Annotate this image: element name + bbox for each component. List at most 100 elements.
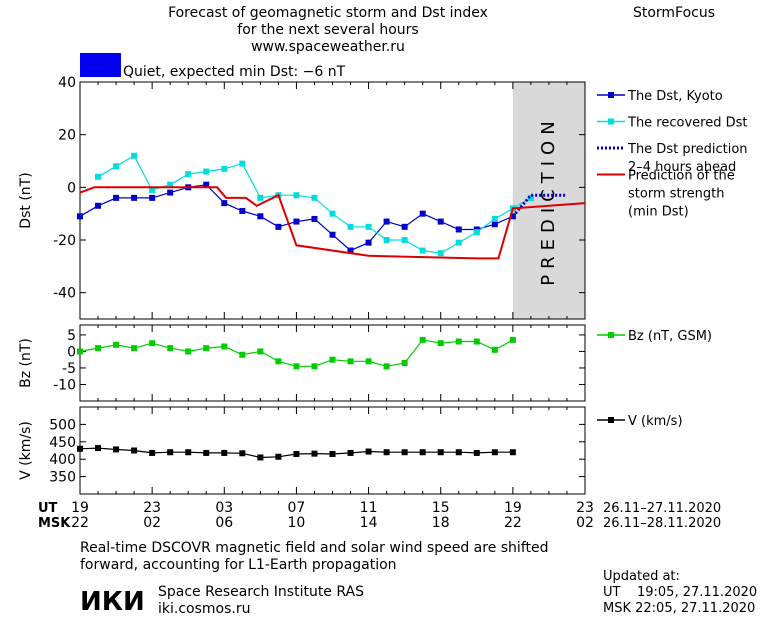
footnote-line1: Real-time DSCOVR magnetic field and sola… (80, 540, 549, 556)
data-point-bz-0 (239, 351, 246, 358)
data-point-v-0 (167, 449, 174, 456)
dst-panel: PREDICTION (79, 81, 586, 320)
data-point-dst-1 (95, 173, 102, 180)
data-point-dst-0 (455, 226, 462, 233)
data-point-bz-0 (329, 356, 336, 363)
data-point-bz-0 (203, 345, 210, 352)
data-point-dst-0 (95, 202, 102, 209)
data-point-dst-1 (311, 194, 318, 201)
data-point-bz-0 (131, 345, 138, 352)
status-text: Quiet, expected min Dst: −6 nT (123, 64, 346, 80)
data-point-v-0 (509, 449, 516, 456)
series-line-dst-2 (511, 193, 567, 218)
data-point-dst-1 (473, 229, 480, 236)
data-point-dst-1 (257, 194, 264, 201)
data-point-v-0 (311, 450, 318, 457)
data-point-bz-0 (95, 345, 102, 352)
data-point-dst-0 (149, 194, 156, 201)
v-plot-frame (79, 406, 586, 495)
data-point-dst-1 (293, 192, 300, 199)
data-point-bz-0 (311, 363, 318, 370)
legend-label-bz-0: Bz (nT, GSM) (628, 329, 712, 344)
data-point-v-0 (455, 449, 462, 456)
institute-name: Space Research Institute RAS (158, 584, 364, 600)
ut-axis-label: UT (38, 501, 58, 516)
data-point-bz-0 (257, 348, 264, 355)
ut-tick-label: 23 (143, 500, 161, 516)
data-point-dst-1 (365, 223, 372, 230)
data-point-dst-0 (77, 213, 83, 220)
legend-label-dst-3: storm strength (628, 187, 725, 202)
data-point-dst-1 (185, 171, 192, 178)
chart-title-line2: for the next several hours (237, 22, 418, 38)
ut-tick-label: 15 (432, 500, 450, 516)
data-point-dst-0 (167, 189, 174, 196)
data-point-bz-0 (221, 343, 228, 350)
series-line-dst-1 (97, 154, 532, 254)
data-point-bz-0 (347, 358, 354, 365)
data-point-dst-0 (383, 218, 390, 225)
data-point-v-0 (113, 446, 120, 453)
data-point-dst-0 (401, 223, 408, 230)
msk-tick-label: 22 (504, 515, 522, 531)
institute-website[interactable]: iki.cosmos.ru (158, 601, 250, 617)
data-point-v-0 (419, 449, 426, 456)
legend-label-dst-0: The Dst, Kyoto (627, 89, 723, 104)
data-point-dst-0 (203, 181, 210, 188)
y-tick-label-dst: -40 (53, 286, 76, 302)
v-panel (79, 406, 586, 495)
data-point-dst-1 (131, 152, 138, 159)
data-point-dst-0 (329, 231, 336, 238)
data-point-dst-1 (401, 237, 408, 243)
y-tick-label-v: 450 (49, 435, 76, 451)
legend-label-v-0: V (km/s) (628, 414, 683, 429)
data-point-bz-0 (77, 348, 83, 355)
bz-panel (79, 324, 586, 402)
brand-name: StormFocus (633, 5, 715, 21)
data-point-v-0 (239, 450, 246, 457)
data-point-v-0 (275, 453, 282, 460)
data-point-v-0 (77, 445, 83, 452)
data-point-dst-0 (311, 215, 318, 222)
msk-tick-label: 22 (71, 515, 89, 531)
data-point-dst-0 (257, 213, 264, 220)
data-point-dst-1 (221, 165, 228, 172)
msk-tick-label: 18 (432, 515, 450, 531)
data-point-v-0 (329, 450, 336, 457)
data-point-v-0 (491, 449, 498, 456)
data-point-v-0 (383, 449, 390, 456)
data-point-bz-0 (149, 340, 156, 347)
data-point-bz-0 (437, 340, 444, 347)
y-axis-label-dst: Dst (nT) (18, 172, 34, 228)
msk-tick-label: 02 (143, 515, 161, 531)
data-point-dst-0 (239, 208, 246, 215)
status-swatch (80, 53, 121, 77)
data-point-bz-0 (509, 336, 516, 343)
y-tick-label-bz: -10 (53, 377, 76, 393)
data-point-dst-0 (509, 213, 516, 220)
legend-label-dst-1: The recovered Dst (627, 116, 747, 131)
legend-label-dst-3: Prediction of the (628, 169, 735, 184)
legend-marker-dst-0 (608, 92, 614, 98)
bz-plot-frame (79, 324, 586, 402)
data-point-dst-1 (455, 239, 462, 246)
msk-tick-label: 06 (215, 515, 233, 531)
data-point-bz-0 (275, 358, 282, 365)
y-axis-label-bz: Bz (nT) (18, 338, 34, 388)
series-line-bz-0 (79, 339, 514, 367)
data-point-bz-0 (113, 341, 120, 348)
updated-ut: UT 19:05, 27.11.2020 (603, 585, 757, 600)
legend-label-dst-2: The Dst prediction (627, 142, 748, 157)
data-point-bz-0 (167, 345, 174, 352)
data-point-dst-0 (491, 221, 498, 228)
data-point-dst-1 (113, 163, 120, 170)
y-tick-label-dst: 0 (67, 180, 76, 196)
data-point-dst-0 (221, 200, 228, 207)
data-point-dst-1 (347, 223, 354, 230)
y-tick-label-v: 500 (49, 417, 76, 433)
data-point-v-0 (203, 449, 210, 456)
data-point-dst-0 (113, 194, 120, 201)
prediction-zone (512, 82, 585, 319)
website-link[interactable]: www.spaceweather.ru (251, 39, 405, 55)
